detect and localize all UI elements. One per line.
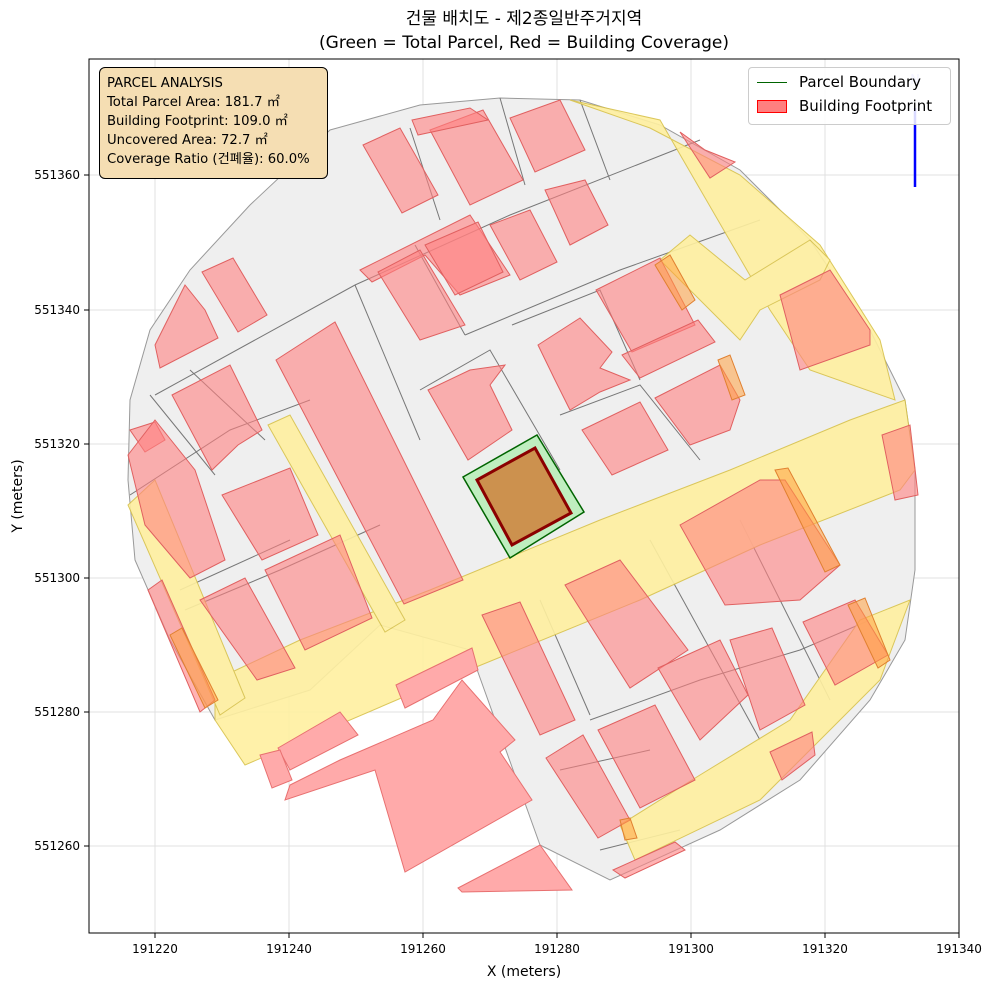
- parcel-analysis-box: PARCEL ANALYSIS Total Parcel Area: 181.7…: [99, 67, 328, 179]
- x-tick-label: 191280: [534, 942, 580, 956]
- y-tick-label: 551280: [34, 705, 80, 719]
- context-building: [362, 127, 439, 214]
- info-footprint: Building Footprint: 109.0 ㎡: [107, 114, 288, 129]
- overlap-strips: [169, 254, 891, 841]
- y-tick-label: 551340: [34, 303, 80, 317]
- context-building: [264, 534, 373, 651]
- map-plot-area: N: [88, 58, 960, 934]
- context-building: [509, 99, 586, 173]
- y-tick-label: 551260: [34, 839, 80, 853]
- context-building: [621, 319, 716, 379]
- context-building: [769, 731, 816, 781]
- context-building: [564, 559, 689, 689]
- context-building: [411, 107, 490, 136]
- context-building: [481, 601, 576, 736]
- context-building: [424, 221, 504, 296]
- context-building: [611, 841, 686, 879]
- context-building: [489, 209, 558, 281]
- context-building: [779, 269, 871, 371]
- overlap-strip: [169, 627, 219, 709]
- context-building: [537, 317, 632, 411]
- y-tick-label: 551320: [34, 437, 80, 451]
- legend-entry-building: Building Footprint: [757, 96, 932, 116]
- y-axis-label: Y (meters): [10, 459, 26, 533]
- context-building: [729, 627, 806, 731]
- x-tick-label: 191300: [668, 942, 714, 956]
- context-building: [259, 749, 293, 789]
- info-heading: PARCEL ANALYSIS: [107, 76, 223, 91]
- overlap-strip: [774, 467, 841, 573]
- context-building: [171, 364, 263, 471]
- x-tick-label: 191220: [132, 942, 178, 956]
- overlap-strip: [717, 354, 746, 401]
- road-northeast-branch: [659, 234, 831, 341]
- x-tick-label: 191240: [266, 942, 312, 956]
- context-building: [154, 284, 219, 369]
- chart-title-line1: 건물 배치도 - 제2종일반주거지역: [406, 9, 642, 29]
- legend-entry-parcel: Parcel Boundary: [757, 72, 921, 92]
- context-building: [654, 364, 741, 446]
- context-building: [199, 577, 296, 681]
- overlap-strip: [619, 817, 638, 841]
- y-axis: 551260 551280 551300 551320 551340 55136…: [10, 168, 89, 853]
- context-building: [201, 257, 268, 333]
- legend-line-swatch: [757, 81, 787, 83]
- info-coverage: Coverage Ratio (건폐율): 60.0%: [107, 152, 310, 167]
- context-building: [881, 424, 919, 501]
- overlap-strip: [847, 597, 891, 669]
- context-building: [127, 419, 226, 579]
- x-tick-label: 191320: [802, 942, 848, 956]
- legend-label-parcel: Parcel Boundary: [799, 73, 922, 91]
- context-building: [277, 711, 359, 771]
- legend: Parcel Boundary Building Footprint: [748, 67, 951, 125]
- context-building: [221, 467, 319, 561]
- context-building: [544, 179, 609, 246]
- subject-building: [474, 445, 574, 548]
- y-tick-label: 551360: [34, 168, 80, 182]
- x-axis: 191220 191240 191260 191280 191300 19132…: [132, 933, 982, 980]
- context-building: [427, 364, 513, 461]
- legend-patch-swatch: [757, 99, 787, 113]
- x-tick-label: 191340: [936, 942, 982, 956]
- y-tick-label: 551300: [34, 571, 80, 585]
- overlap-strip: [654, 254, 696, 311]
- context-building: [597, 704, 696, 809]
- south-buildings: [259, 647, 573, 893]
- context-building: [395, 647, 479, 709]
- context-building: [581, 401, 669, 476]
- context-building: [457, 844, 573, 893]
- info-uncovered: Uncovered Area: 72.7 ㎡: [107, 133, 268, 148]
- x-tick-label: 191260: [400, 942, 446, 956]
- x-axis-label: X (meters): [487, 964, 561, 980]
- context-building: [679, 131, 737, 179]
- context-building: [284, 679, 533, 873]
- info-total-area: Total Parcel Area: 181.7 ㎡: [107, 95, 280, 110]
- context-building: [377, 249, 466, 341]
- context-building: [275, 321, 464, 605]
- legend-label-building: Building Footprint: [799, 97, 933, 115]
- chart-title-line2: (Green = Total Parcel, Red = Building Co…: [319, 33, 729, 53]
